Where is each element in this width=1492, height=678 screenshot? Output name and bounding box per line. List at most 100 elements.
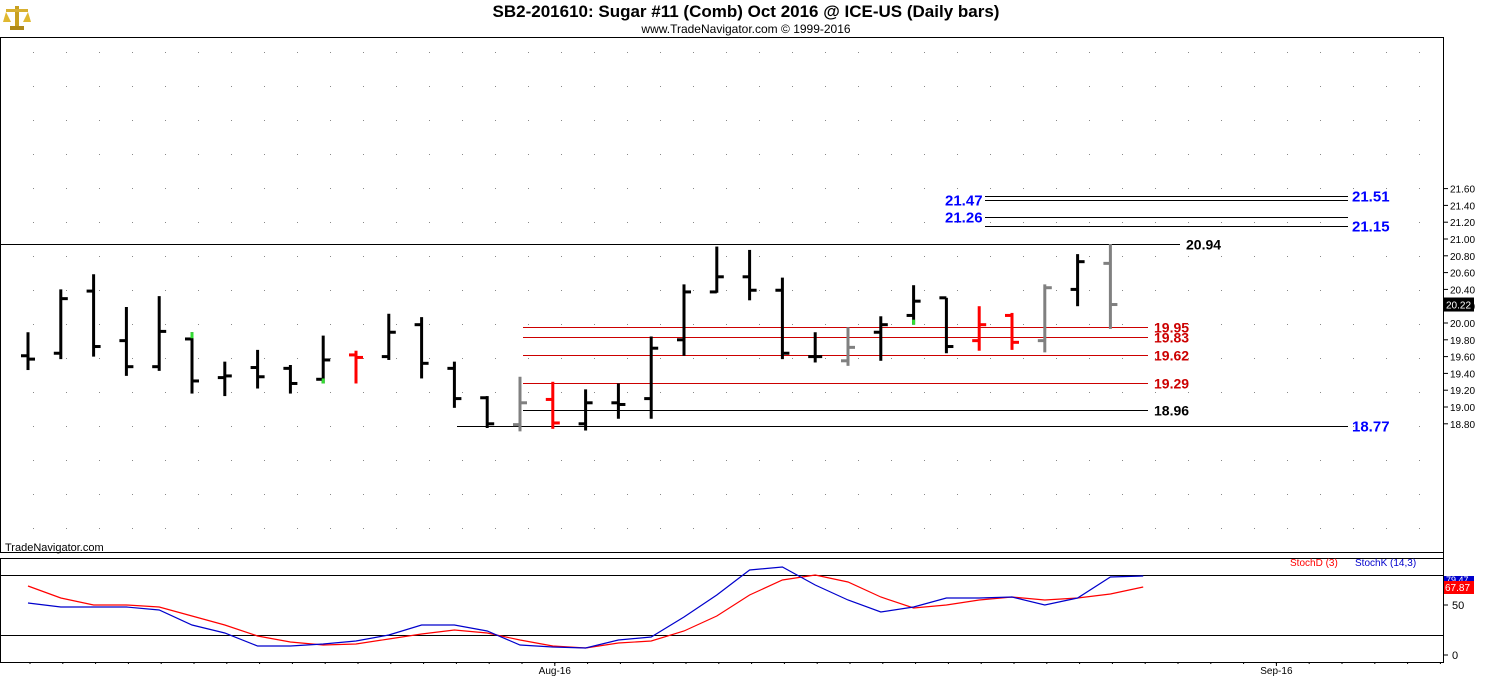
grid-dot	[429, 324, 430, 325]
grid-dot	[990, 528, 991, 529]
grid-dot	[1287, 528, 1288, 529]
grid-dot	[396, 256, 397, 257]
grid-dot	[363, 120, 364, 121]
grid-dot	[99, 154, 100, 155]
ohlc-bar	[873, 316, 888, 361]
grid-dot	[990, 222, 991, 223]
grid-dot	[990, 154, 991, 155]
grid-dot	[1188, 290, 1189, 291]
gold-scales-logo-icon	[3, 6, 31, 30]
grid-dot	[297, 86, 298, 87]
grid-dot	[1353, 256, 1354, 257]
grid-dot	[99, 52, 100, 53]
grid-dot	[1320, 52, 1321, 53]
grid-dot	[726, 222, 727, 223]
grid-dot	[1320, 256, 1321, 257]
grid-dot	[1188, 358, 1189, 359]
stoch-d-tag-bg	[1444, 581, 1474, 594]
grid-dot	[462, 188, 463, 189]
grid-dot	[627, 188, 628, 189]
chart-title: SB2-201610: Sugar #11 (Comb) Oct 2016 @ …	[492, 2, 1000, 21]
grid-dot	[231, 256, 232, 257]
grid-dot	[561, 188, 562, 189]
ohlc-bar	[742, 249, 757, 301]
grid-dot	[396, 460, 397, 461]
grid-dot	[1320, 358, 1321, 359]
grid-dot	[759, 358, 760, 359]
grid-dot	[1122, 52, 1123, 53]
grid-dot	[66, 154, 67, 155]
grid-dot	[495, 120, 496, 121]
grid-dot	[759, 324, 760, 325]
grid-dot	[363, 154, 364, 155]
grid-dot	[759, 52, 760, 53]
grid-dot	[693, 324, 694, 325]
grid-dot	[990, 460, 991, 461]
grid-dot	[858, 222, 859, 223]
grid-dot	[1155, 460, 1156, 461]
last-price-tag-bg	[1444, 297, 1474, 312]
grid-dot	[33, 86, 34, 87]
grid-dot	[1089, 52, 1090, 53]
grid-dot	[957, 154, 958, 155]
grid-dot	[1419, 256, 1420, 257]
grid-dot	[132, 358, 133, 359]
y-tick-label: 19.20	[1450, 386, 1475, 397]
grid-dot	[1188, 324, 1189, 325]
grid-dot	[1221, 188, 1222, 189]
grid-dot	[462, 392, 463, 393]
grid-dot	[132, 86, 133, 87]
grid-dot	[264, 290, 265, 291]
ohlc-bar	[578, 389, 593, 431]
grid-dot	[1056, 358, 1057, 359]
ohlc-bar	[939, 296, 954, 354]
grid-dot	[231, 52, 232, 53]
grid-dot	[1023, 324, 1024, 325]
grid-dot	[792, 324, 793, 325]
grid-dot	[33, 426, 34, 427]
grid-dot	[858, 188, 859, 189]
grid-dot	[1320, 222, 1321, 223]
grid-dot	[264, 392, 265, 393]
grid-dot	[726, 154, 727, 155]
ohlc-bar	[611, 383, 626, 419]
grid-dot	[594, 324, 595, 325]
grid-dot	[1056, 86, 1057, 87]
grid-dot	[462, 358, 463, 359]
grid-dot	[825, 392, 826, 393]
grid-dot	[1056, 494, 1057, 495]
grid-dot	[1089, 154, 1090, 155]
grid-dot	[297, 120, 298, 121]
grid-dot	[429, 290, 430, 291]
grid-dot	[627, 392, 628, 393]
grid-dot	[1419, 528, 1420, 529]
grid-dot	[1287, 154, 1288, 155]
grid-dot	[1221, 256, 1222, 257]
grid-dot	[693, 494, 694, 495]
grid-dot	[528, 188, 529, 189]
stoch-k-tag: 79.47	[1446, 575, 1469, 585]
y-tick-label: 18.80	[1450, 420, 1475, 431]
grid-dot	[1122, 324, 1123, 325]
grid-dot	[561, 324, 562, 325]
grid-dot	[594, 256, 595, 257]
ohlc-bar	[1103, 244, 1118, 329]
grid-dot	[825, 120, 826, 121]
grid-dot	[858, 52, 859, 53]
grid-dot	[825, 324, 826, 325]
grid-dot	[99, 86, 100, 87]
grid-dot	[792, 222, 793, 223]
grid-dot	[726, 290, 727, 291]
grid-dot	[561, 52, 562, 53]
grid-dot	[363, 188, 364, 189]
grid-dot	[990, 86, 991, 87]
level-label-20-94: 20.94	[1186, 237, 1221, 253]
grid-dot	[363, 86, 364, 87]
grid-dot	[1155, 120, 1156, 121]
grid-dot	[495, 188, 496, 189]
grid-dot	[1320, 460, 1321, 461]
grid-dot	[594, 120, 595, 121]
grid-dot	[561, 358, 562, 359]
grid-dot	[528, 86, 529, 87]
